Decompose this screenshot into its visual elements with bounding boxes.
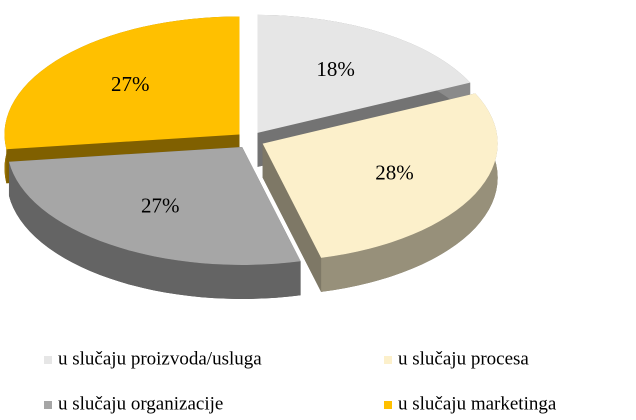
legend-label: u slučaju organizacije	[58, 393, 223, 414]
legend-swatch	[44, 401, 52, 409]
slice	[8, 146, 301, 265]
slice	[4, 16, 240, 150]
slice	[262, 93, 498, 258]
slice-rim	[321, 93, 498, 292]
data-label: 28%	[375, 161, 414, 185]
legend-swatch	[384, 401, 392, 409]
legend-label: u slučaju proizvoda/usluga	[58, 348, 262, 369]
slice-wall	[262, 143, 322, 292]
legend-swatch	[384, 356, 392, 364]
data-label: 27%	[111, 72, 150, 96]
legend-label: u slučaju marketinga	[398, 393, 557, 414]
data-label: 27%	[141, 193, 180, 217]
data-label: 18%	[316, 57, 355, 81]
legend-label: u slučaju procesa	[398, 348, 529, 369]
slice-rim	[8, 161, 301, 299]
legend-swatch	[44, 356, 52, 364]
slice	[257, 14, 471, 133]
